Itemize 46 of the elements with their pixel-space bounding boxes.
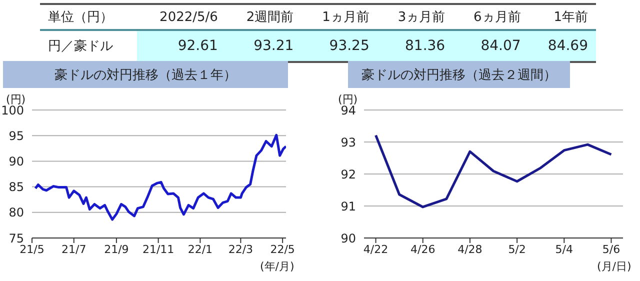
y-tick-label: 91 (340, 199, 356, 214)
x-axis-title: (年/月) (260, 259, 294, 274)
category-label: 2週間前 (245, 9, 295, 27)
x-tick-label: 22/3 (228, 242, 254, 256)
y-tick-label: 80 (8, 206, 24, 220)
x-tick-label: 21/7 (62, 242, 86, 256)
category-label: 1年前 (552, 9, 589, 27)
category-label: 2022/5/6 (158, 8, 219, 26)
y-tick-label: 100 (1, 103, 24, 118)
x-tick-label: 5/4 (555, 242, 573, 256)
chart-title: 豪ドルの対円推移（過去１年） (3, 61, 288, 88)
data-label: 93.21 (226, 30, 302, 62)
y-tick-label: 90 (8, 154, 24, 168)
x-tick-label: 21/9 (104, 242, 129, 256)
y-tick-label: 75 (8, 231, 24, 246)
text: 単位（円） (47, 9, 114, 27)
category-label: 1ヵ月前 (321, 9, 370, 27)
x-tick-label: 21/11 (142, 242, 174, 256)
x-axis-title: (月/日) (597, 259, 632, 274)
x-tick-label: 22/1 (188, 242, 213, 256)
y-tick-label: 94 (340, 103, 356, 118)
category-label: 3ヵ月前 (396, 9, 446, 27)
line-series (34, 134, 286, 221)
x-tick-label: 21/5 (20, 242, 44, 256)
data-label: 84.69 (528, 30, 596, 62)
x-tick-label: 5/2 (508, 242, 526, 256)
x-tick-label: 4/26 (410, 242, 436, 256)
y-axis-title: (円) (6, 92, 26, 106)
data-label: 93.25 (302, 30, 378, 62)
category-label: 6ヵ月前 (472, 9, 522, 27)
x-tick-label: 4/22 (363, 242, 388, 256)
chart-title: 豪ドルの対円推移（過去２週間） (348, 61, 570, 88)
data-label: 84.07 (453, 30, 529, 62)
y-axis-title: (円) (338, 92, 358, 106)
data-label: 92.61 (136, 30, 226, 62)
data-label: 81.36 (377, 30, 454, 62)
y-tick-label: 95 (8, 128, 24, 143)
y-tick-label: 92 (340, 167, 356, 182)
series-label: 円／豪ドル (47, 38, 114, 56)
y-tick-label: 85 (8, 180, 24, 194)
x-tick-label: 4/28 (458, 242, 482, 256)
line-series (374, 134, 612, 208)
x-tick-label: 5/6 (602, 242, 620, 256)
y-tick-label: 93 (340, 135, 356, 150)
x-tick-label: 22/5 (270, 242, 295, 256)
y-tick-label: 90 (340, 231, 356, 246)
